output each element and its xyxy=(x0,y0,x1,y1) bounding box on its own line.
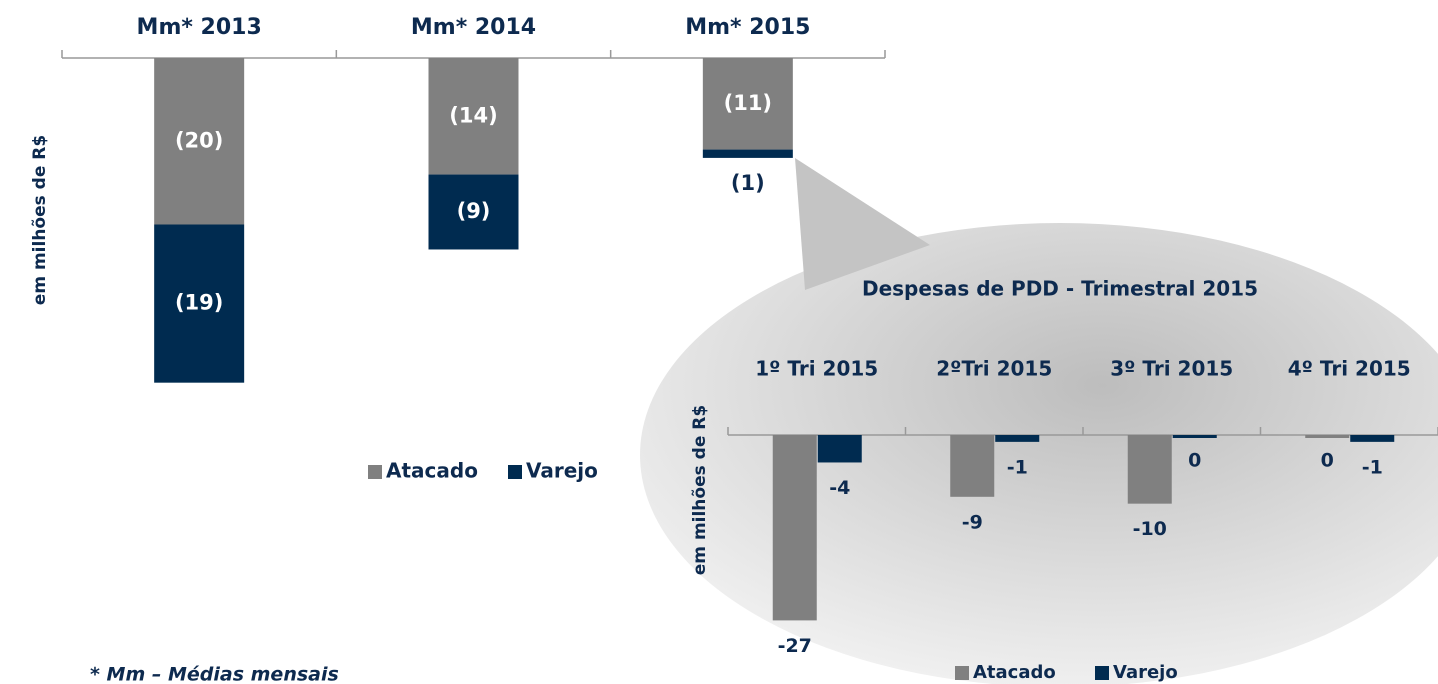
legend-label: Atacado xyxy=(386,459,478,483)
value-label: (11) xyxy=(724,91,772,115)
bar xyxy=(154,224,245,383)
bar xyxy=(702,149,793,158)
x-tick-label: 1º Tri 2015 xyxy=(755,357,878,381)
x-tick-label: Mm* 2015 xyxy=(685,15,810,40)
x-tick-label: Mm* 2014 xyxy=(411,15,536,40)
y-axis-label: em milhões de R$ xyxy=(690,405,710,575)
value-label: 0 xyxy=(1188,450,1201,472)
chart-title: Despesas de PDD - Trimestral 2015 xyxy=(862,277,1258,301)
bar xyxy=(950,435,995,497)
x-tick-label: 2ºTri 2015 xyxy=(936,357,1052,381)
bar xyxy=(154,58,245,225)
legend-swatch xyxy=(1095,666,1109,680)
bar xyxy=(1305,435,1350,438)
bar xyxy=(1172,435,1217,438)
value-label: -9 xyxy=(962,511,983,533)
value-label: -4 xyxy=(829,477,850,499)
legend-label: Atacado xyxy=(973,662,1056,683)
x-tick-label: 3º Tri 2015 xyxy=(1110,357,1233,381)
legend-label: Varejo xyxy=(1113,662,1178,683)
bar xyxy=(1350,435,1395,442)
legend-swatch xyxy=(508,465,522,479)
x-tick-label: Mm* 2013 xyxy=(137,15,262,40)
x-tick-label: 4º Tri 2015 xyxy=(1288,357,1411,381)
value-label: (20) xyxy=(175,128,223,152)
bar xyxy=(995,435,1040,442)
bar xyxy=(817,435,862,463)
bar xyxy=(428,58,519,175)
bar xyxy=(702,58,793,150)
bar xyxy=(1127,435,1172,504)
legend-swatch xyxy=(955,666,969,680)
value-label: -1 xyxy=(1362,456,1383,478)
value-label: -27 xyxy=(778,635,812,657)
value-label: (14) xyxy=(449,103,497,127)
legend-swatch xyxy=(368,465,382,479)
callout-bubble xyxy=(640,158,1438,684)
bar xyxy=(428,174,519,250)
value-label: (19) xyxy=(175,291,223,315)
legend-label: Varejo xyxy=(526,459,598,483)
value-label: (9) xyxy=(457,199,491,223)
footnote: * Mm – Médias mensais xyxy=(90,664,339,684)
y-axis-label: em milhões de R$ xyxy=(30,135,50,305)
bar xyxy=(772,435,817,621)
value-label: -1 xyxy=(1007,456,1028,478)
value-label: (1) xyxy=(731,171,765,195)
value-label: -10 xyxy=(1133,518,1167,540)
value-label: 0 xyxy=(1321,450,1334,472)
